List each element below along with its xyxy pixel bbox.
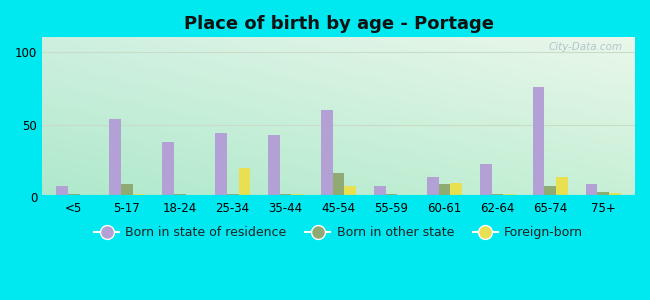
Bar <box>597 191 609 197</box>
Bar <box>545 186 556 197</box>
Bar <box>268 135 280 197</box>
Bar <box>80 196 92 197</box>
Bar <box>344 186 356 197</box>
Bar <box>450 183 462 197</box>
Bar <box>162 142 174 197</box>
Bar <box>533 87 545 197</box>
Bar <box>121 184 133 197</box>
Bar <box>227 194 239 197</box>
Bar <box>427 177 439 197</box>
Bar <box>185 196 197 197</box>
Bar <box>291 194 303 197</box>
Bar <box>109 119 121 197</box>
Bar <box>239 168 250 197</box>
Bar <box>215 133 227 197</box>
Bar <box>397 196 409 197</box>
Bar <box>385 194 397 197</box>
Legend: Born in state of residence, Born in other state, Foreign-born: Born in state of residence, Born in othe… <box>89 221 588 244</box>
Bar <box>333 172 344 197</box>
Bar <box>174 194 185 197</box>
Bar <box>133 194 144 197</box>
Bar <box>609 193 621 197</box>
Bar <box>280 194 291 197</box>
Bar <box>556 177 567 197</box>
Title: Place of birth by age - Portage: Place of birth by age - Portage <box>183 15 493 33</box>
Bar <box>586 184 597 197</box>
Bar <box>321 110 333 197</box>
Bar <box>503 194 515 197</box>
Bar <box>491 194 503 197</box>
Bar <box>374 186 385 197</box>
Text: City-Data.com: City-Data.com <box>549 42 623 52</box>
Bar <box>439 184 450 197</box>
Bar <box>480 164 491 197</box>
Bar <box>57 186 68 197</box>
Bar <box>68 194 80 197</box>
